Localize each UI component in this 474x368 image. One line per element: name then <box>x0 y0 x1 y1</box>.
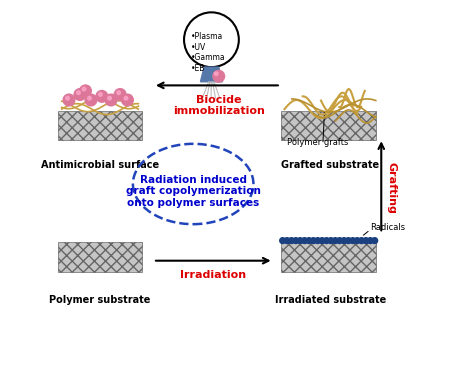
Circle shape <box>213 70 225 82</box>
Circle shape <box>117 91 120 95</box>
FancyBboxPatch shape <box>281 111 376 140</box>
Circle shape <box>367 238 373 244</box>
Circle shape <box>80 85 91 97</box>
Circle shape <box>310 238 316 244</box>
FancyBboxPatch shape <box>58 111 142 140</box>
Circle shape <box>82 87 86 91</box>
Circle shape <box>337 238 343 244</box>
Circle shape <box>88 96 91 100</box>
Text: Polymer substrate: Polymer substrate <box>49 296 151 305</box>
Circle shape <box>85 94 97 106</box>
Circle shape <box>214 72 218 75</box>
Circle shape <box>372 238 378 244</box>
Circle shape <box>350 238 356 244</box>
Circle shape <box>108 96 111 100</box>
Circle shape <box>301 238 308 244</box>
FancyBboxPatch shape <box>58 243 142 272</box>
Circle shape <box>63 94 75 106</box>
Text: Polymer grafts: Polymer grafts <box>287 138 348 148</box>
Circle shape <box>184 13 239 67</box>
Circle shape <box>319 238 325 244</box>
Circle shape <box>359 238 365 244</box>
Text: Biocide
immobilization: Biocide immobilization <box>173 95 264 116</box>
Circle shape <box>66 96 69 100</box>
Circle shape <box>346 238 351 244</box>
Circle shape <box>122 94 133 106</box>
Text: Grafted substrate: Grafted substrate <box>281 160 379 170</box>
Text: •Plasma
•UV
•Gamma
•EB: •Plasma •UV •Gamma •EB <box>191 32 226 72</box>
Polygon shape <box>201 67 222 82</box>
Circle shape <box>332 238 338 244</box>
Circle shape <box>105 94 117 106</box>
FancyBboxPatch shape <box>281 243 376 272</box>
Text: Radiation induced
graft copolymerization
onto polymer surfaces: Radiation induced graft copolymerization… <box>126 175 261 208</box>
Circle shape <box>289 238 294 244</box>
Circle shape <box>114 89 126 100</box>
Text: Antimicrobial surface: Antimicrobial surface <box>41 160 159 170</box>
Circle shape <box>99 93 102 96</box>
Circle shape <box>354 238 360 244</box>
Circle shape <box>284 238 290 244</box>
Circle shape <box>324 238 329 244</box>
Circle shape <box>74 89 86 100</box>
Circle shape <box>280 238 285 244</box>
Circle shape <box>77 91 80 95</box>
Circle shape <box>297 238 303 244</box>
Circle shape <box>363 238 369 244</box>
Circle shape <box>315 238 320 244</box>
Text: Radicals: Radicals <box>370 223 405 232</box>
Text: Grafting: Grafting <box>387 162 397 213</box>
Circle shape <box>124 96 128 100</box>
Circle shape <box>328 238 334 244</box>
Circle shape <box>341 238 347 244</box>
Circle shape <box>293 238 299 244</box>
Circle shape <box>96 91 108 102</box>
Text: Irradiated substrate: Irradiated substrate <box>274 296 386 305</box>
Circle shape <box>306 238 312 244</box>
Text: Irradiation: Irradiation <box>180 270 246 280</box>
